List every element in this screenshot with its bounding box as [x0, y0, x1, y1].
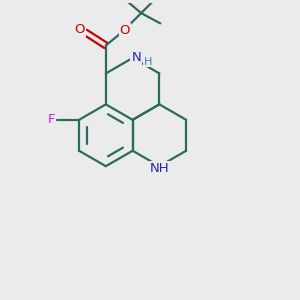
Text: O: O	[75, 23, 85, 36]
Text: H: H	[144, 56, 152, 67]
Text: NH: NH	[150, 162, 169, 175]
Text: F: F	[48, 113, 56, 126]
Text: O: O	[120, 24, 130, 37]
Text: N: N	[131, 52, 141, 64]
